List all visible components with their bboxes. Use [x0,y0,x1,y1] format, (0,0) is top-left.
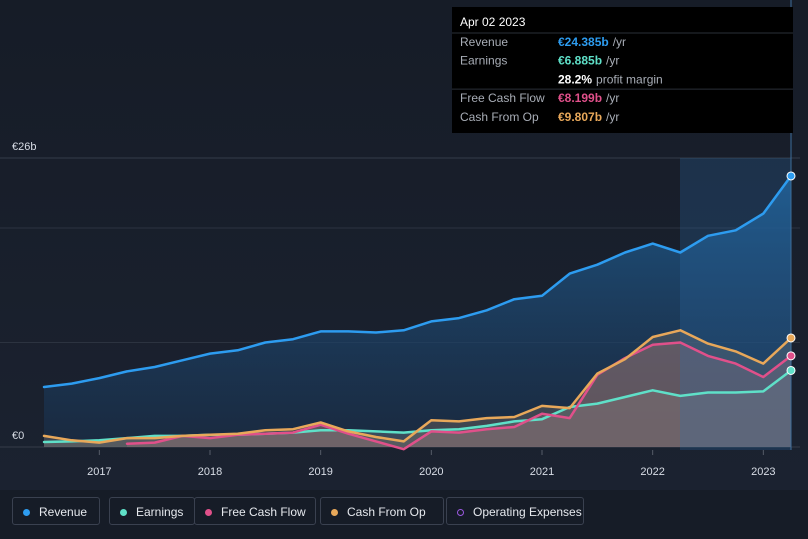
end-dot [786,171,796,181]
end-dot [786,365,796,375]
tooltip-unit: profit margin [596,72,663,86]
end-dot [786,351,796,361]
x-tick-label: 2019 [308,466,332,478]
series-area [44,370,791,447]
tooltip-unit: /yr [606,110,619,124]
legend-item[interactable]: Cash From Op [320,497,444,525]
tooltip-value: €6.885b/yr [558,54,619,68]
legend-label: Revenue [39,505,88,519]
tooltip-unit: /yr [606,91,619,105]
end-dot [786,333,796,343]
legend-item[interactable]: Operating Expenses [446,497,584,525]
series-line [42,174,793,389]
x-tick-label: 2023 [751,466,775,478]
tooltip-value: €8.199b/yr [558,91,619,105]
legend-item[interactable]: Free Cash Flow [194,497,316,525]
legend-label: Cash From Op [347,505,426,519]
tooltip-value: 28.2% profit margin [558,72,663,86]
x-tick-label: 2017 [87,466,111,478]
x-tick-label: 2021 [530,466,554,478]
tooltip-unit: /yr [613,35,626,49]
legend-label: Earnings [136,505,184,519]
legend-dot [23,509,30,516]
x-tick-label: 2018 [198,466,222,478]
tooltip-value-text: €9.807b [558,110,602,124]
highlight-band [680,158,791,450]
x-tick-label: 2020 [419,466,443,478]
tooltip-box [452,7,793,133]
y-tick-label: €0 [12,430,24,442]
tooltip-date: Apr 02 2023 [460,15,526,29]
series-area [127,342,791,450]
tooltip-value-text: 28.2% [558,72,592,86]
legend-item[interactable]: Revenue [12,497,100,525]
legend-dot [120,509,127,516]
tooltip-value: €9.807b/yr [558,110,619,124]
chart: €0 €26b 2017 2018 2019 2020 2021 2022 2023 Apr 0… [0,0,808,490]
legend-dot [457,509,464,516]
series-line [42,329,793,444]
legend-item[interactable]: Earnings [109,497,195,525]
y-tick-label: €26b [12,141,36,153]
tooltip-label: Revenue [460,35,508,49]
tooltip-label: Earnings [460,54,507,68]
legend-label: Operating Expenses [473,505,582,519]
tooltip-value-text: €8.199b [558,91,602,105]
legend-dot [205,509,212,516]
series-area [44,176,791,447]
tooltip-value-text: €24.385b [558,35,609,49]
legend-dot [331,509,338,516]
tooltip-value: €24.385b/yr [558,35,626,49]
tooltip-label: Free Cash Flow [460,91,545,105]
legend-label: Free Cash Flow [221,505,306,519]
tooltip-value-text: €6.885b [558,54,602,68]
x-tick-label: 2022 [640,466,664,478]
tooltip-label: Cash From Op [460,110,539,124]
series-area [44,330,791,447]
tooltip-unit: /yr [606,54,619,68]
